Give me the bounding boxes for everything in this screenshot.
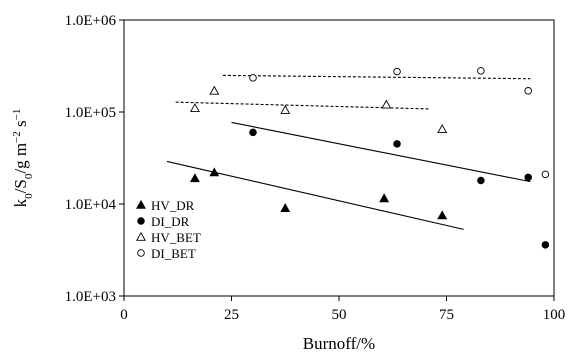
- x-tick-label: 100: [543, 307, 566, 323]
- fit-lines: [166, 74, 531, 230]
- point-di-dr: [477, 176, 485, 185]
- legend-marker-hv-dr: [136, 199, 146, 209]
- point-di-bet: [541, 170, 550, 179]
- y-tick-label: 1.0E+04: [65, 197, 117, 213]
- legend-label-di-bet: DI_BET: [151, 246, 196, 261]
- point-di-bet: [393, 67, 401, 76]
- point-di-dr: [541, 241, 550, 249]
- point-di-dr: [249, 128, 257, 137]
- x-tick-label: 50: [332, 307, 347, 323]
- y-tick-label: 1.0E+06: [65, 13, 117, 29]
- point-hv-bet: [189, 103, 200, 113]
- y-axis-label: k0/S0/g m−2 s−1: [11, 109, 35, 208]
- point-hv-dr: [209, 167, 220, 177]
- point-di-dr: [393, 140, 401, 148]
- plot-frame: [123, 19, 555, 297]
- legend-label-hv-dr: HV_DR: [151, 198, 195, 213]
- point-hv-bet: [209, 85, 220, 95]
- point-di-bet: [249, 74, 257, 82]
- point-hv-dr: [280, 203, 291, 213]
- point-hv-bet: [381, 99, 392, 109]
- fit-line-hv-bet: [175, 101, 430, 110]
- x-axis-label: Burnoff/%: [303, 334, 375, 353]
- point-hv-bet: [280, 104, 291, 114]
- legend-marker-di-dr: [137, 217, 145, 225]
- fit-line-hv-dr: [166, 160, 464, 230]
- point-hv-dr: [437, 210, 448, 220]
- y-tick-label: 1.0E+03: [65, 289, 116, 305]
- y-tick-label: 1.0E+05: [65, 105, 116, 121]
- legend-label-hv-bet: HV_BET: [151, 230, 201, 245]
- legend-marker-hv-bet: [136, 231, 146, 241]
- point-hv-dr: [379, 193, 390, 203]
- fit-line-di-bet: [222, 74, 531, 80]
- legend-label-di-dr: DI_DR: [151, 214, 190, 229]
- x-tick-label: 75: [439, 307, 454, 323]
- x-tick-label: 0: [120, 307, 128, 323]
- point-di-dr: [524, 173, 532, 182]
- point-hv-bet: [437, 124, 448, 134]
- legend-marker-di-bet: [137, 249, 145, 257]
- point-di-bet: [524, 87, 532, 95]
- axis-ticks: 0 25 50 75 100 1.0E+03 1.0E+04 1.0E+05 1.0E+06: [65, 13, 566, 323]
- fit-line-di-dr: [231, 121, 531, 183]
- data-points: [189, 67, 550, 249]
- x-tick-label: 25: [224, 307, 239, 323]
- point-di-bet: [477, 67, 485, 75]
- point-hv-dr: [189, 173, 200, 183]
